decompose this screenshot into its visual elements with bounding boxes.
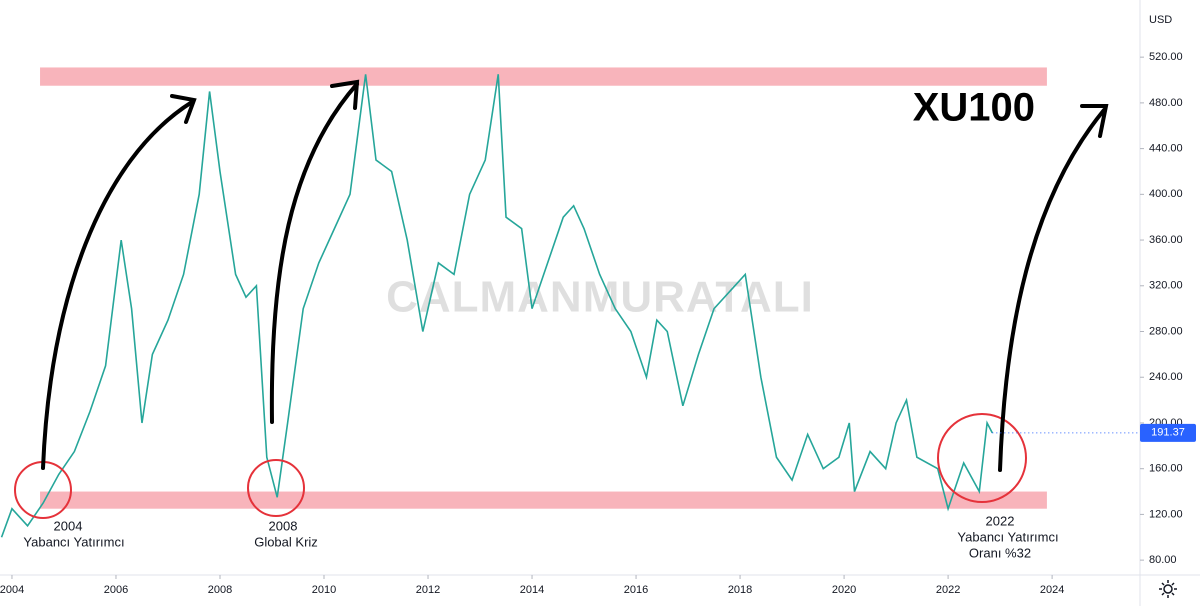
x-tick-label: 2024: [1040, 584, 1064, 596]
annotation-text: Yabancı Yatırımcı: [23, 534, 124, 549]
x-tick-label: 2010: [312, 584, 336, 596]
y-tick-label: 240.00: [1149, 371, 1183, 383]
annotation-text: Yabancı Yatırımcı: [957, 529, 1058, 544]
x-tick-label: 2022: [936, 584, 960, 596]
arrows: [41, 79, 1109, 472]
x-tick-label: 2008: [208, 584, 232, 596]
y-tick-label: 280.00: [1149, 325, 1183, 337]
y-tick-label: 440.00: [1149, 143, 1183, 155]
y-tick-label: 400.00: [1149, 188, 1183, 200]
annotation-text: Oranı %32: [969, 545, 1031, 560]
annotation-year: 2008: [269, 518, 298, 533]
y-tick-label: 520.00: [1149, 51, 1183, 63]
annotation-year: 2022: [986, 513, 1015, 528]
zone-band: [40, 491, 1047, 509]
settings-icon[interactable]: [1159, 580, 1177, 598]
chart-title: XU100: [913, 86, 1035, 130]
y-tick-label: 80.00: [1149, 554, 1177, 566]
annotation-text: Global Kriz: [254, 534, 318, 549]
y-tick-label: 160.00: [1149, 463, 1183, 475]
zone-band: [40, 67, 1047, 86]
watermark: CALMANMURATALI: [386, 273, 814, 322]
y-tick-label: 360.00: [1149, 234, 1183, 246]
x-tick-label: 2004: [0, 584, 24, 596]
last-price-label: 191.37: [1151, 427, 1185, 439]
x-tick-label: 2016: [624, 584, 648, 596]
price-line: [0, 74, 994, 538]
y-tick-label: 120.00: [1149, 508, 1183, 520]
y-tick-label: 480.00: [1149, 97, 1183, 109]
annotation-year: 2004: [54, 518, 83, 533]
y-tick-label: 320.00: [1149, 280, 1183, 292]
currency-label: USD: [1149, 14, 1172, 26]
x-tick-label: 2006: [104, 584, 128, 596]
x-tick-label: 2018: [728, 584, 752, 596]
last-price-box: [1140, 423, 1196, 442]
x-tick-label: 2020: [832, 584, 856, 596]
x-tick-label: 2014: [520, 584, 544, 596]
x-tick-label: 2012: [416, 584, 440, 596]
